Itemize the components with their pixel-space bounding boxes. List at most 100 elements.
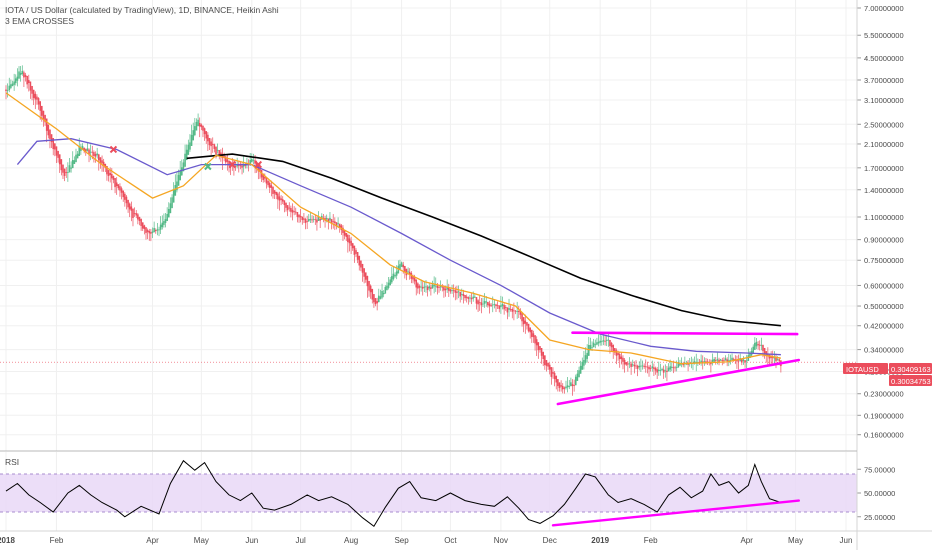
candle-body[interactable]	[465, 296, 468, 298]
candle-body[interactable]	[21, 70, 24, 74]
candle-body[interactable]	[275, 191, 278, 196]
candle-body[interactable]	[119, 186, 121, 191]
candle-body[interactable]	[635, 365, 637, 367]
candle-body[interactable]	[251, 158, 253, 163]
candle-body[interactable]	[387, 282, 390, 288]
candle-body[interactable]	[495, 304, 497, 307]
candle-body[interactable]	[47, 124, 50, 136]
candle-body[interactable]	[213, 144, 216, 149]
candle-body[interactable]	[576, 373, 579, 381]
candle-body[interactable]	[451, 290, 453, 291]
candle-body[interactable]	[444, 288, 447, 291]
candle-body[interactable]	[13, 81, 15, 85]
candle-body[interactable]	[718, 359, 720, 362]
candle-body[interactable]	[203, 128, 206, 135]
candle-body[interactable]	[705, 361, 707, 363]
candle-body[interactable]	[86, 148, 89, 151]
candle-body[interactable]	[671, 366, 673, 368]
candle-body[interactable]	[771, 357, 774, 359]
candle-body[interactable]	[418, 285, 421, 288]
candle-body[interactable]	[166, 213, 168, 222]
candle-body[interactable]	[430, 287, 432, 289]
candle-body[interactable]	[477, 300, 479, 305]
candle-body[interactable]	[491, 304, 494, 306]
candle-body[interactable]	[325, 217, 328, 220]
candle-body[interactable]	[612, 345, 615, 352]
candle-body[interactable]	[49, 129, 51, 139]
candle-body[interactable]	[216, 149, 219, 151]
candle-body[interactable]	[581, 361, 584, 370]
candle-body[interactable]	[527, 323, 530, 332]
candle-body[interactable]	[319, 218, 321, 221]
candle-body[interactable]	[150, 232, 152, 234]
candle-body[interactable]	[493, 304, 496, 305]
candle-body[interactable]	[482, 303, 484, 305]
candle-body[interactable]	[194, 126, 196, 136]
candle-body[interactable]	[456, 291, 458, 293]
candle-body[interactable]	[163, 221, 165, 225]
candle-body[interactable]	[88, 149, 90, 155]
candle-body[interactable]	[579, 365, 582, 374]
candle-body[interactable]	[464, 295, 466, 299]
candle-body[interactable]	[607, 339, 610, 341]
candle-body[interactable]	[373, 294, 375, 303]
candle-body[interactable]	[421, 286, 424, 289]
candle-body[interactable]	[24, 74, 27, 77]
candle-body[interactable]	[363, 268, 365, 277]
candle-body[interactable]	[755, 341, 758, 347]
candle-body[interactable]	[179, 170, 181, 181]
candle-body[interactable]	[700, 360, 702, 363]
candle-body[interactable]	[449, 289, 452, 292]
candle-body[interactable]	[461, 293, 463, 295]
candle-body[interactable]	[80, 147, 82, 151]
candle-body[interactable]	[317, 216, 320, 221]
candle-body[interactable]	[141, 222, 144, 229]
candle-body[interactable]	[402, 264, 405, 268]
candle-body[interactable]	[744, 360, 746, 363]
candle-body[interactable]	[483, 301, 486, 304]
candle-body[interactable]	[721, 360, 724, 361]
candle-body[interactable]	[400, 262, 403, 267]
candle-body[interactable]	[758, 344, 761, 346]
candle-body[interactable]	[5, 89, 7, 91]
candle-body[interactable]	[667, 367, 670, 372]
candle-body[interactable]	[197, 119, 199, 127]
candle-body[interactable]	[145, 227, 147, 233]
candle-body[interactable]	[622, 357, 624, 362]
candle-body[interactable]	[605, 340, 608, 341]
candle-body[interactable]	[394, 274, 396, 277]
candle-body[interactable]	[273, 190, 276, 194]
candle-body[interactable]	[662, 369, 665, 373]
candle-body[interactable]	[609, 339, 611, 346]
candle-body[interactable]	[643, 365, 645, 367]
candle-body[interactable]	[537, 342, 540, 351]
candle-body[interactable]	[327, 218, 330, 223]
candle-body[interactable]	[262, 173, 265, 181]
candle-body[interactable]	[117, 184, 120, 189]
candle-body[interactable]	[249, 159, 251, 165]
candle-body[interactable]	[591, 346, 593, 348]
candle-body[interactable]	[563, 387, 566, 389]
candle-body[interactable]	[221, 153, 224, 159]
candle-body[interactable]	[37, 98, 40, 105]
candle-body[interactable]	[664, 370, 667, 372]
candle-body[interactable]	[50, 134, 53, 143]
candle-body[interactable]	[618, 354, 621, 360]
candle-body[interactable]	[369, 285, 372, 293]
candle-body[interactable]	[132, 208, 134, 218]
candle-body[interactable]	[127, 199, 129, 208]
candle-body[interactable]	[239, 165, 242, 167]
candle-body[interactable]	[480, 302, 483, 306]
candle-body[interactable]	[181, 167, 183, 176]
candle-body[interactable]	[513, 310, 515, 312]
candle-body[interactable]	[534, 335, 536, 344]
candle-body[interactable]	[6, 89, 9, 91]
candle-body[interactable]	[610, 342, 613, 348]
candles[interactable]	[5, 65, 782, 396]
candle-body[interactable]	[364, 272, 367, 280]
candle-body[interactable]	[412, 275, 414, 280]
candle-body[interactable]	[338, 223, 341, 228]
candle-body[interactable]	[228, 160, 230, 166]
candle-body[interactable]	[601, 341, 603, 343]
candle-body[interactable]	[454, 290, 457, 293]
